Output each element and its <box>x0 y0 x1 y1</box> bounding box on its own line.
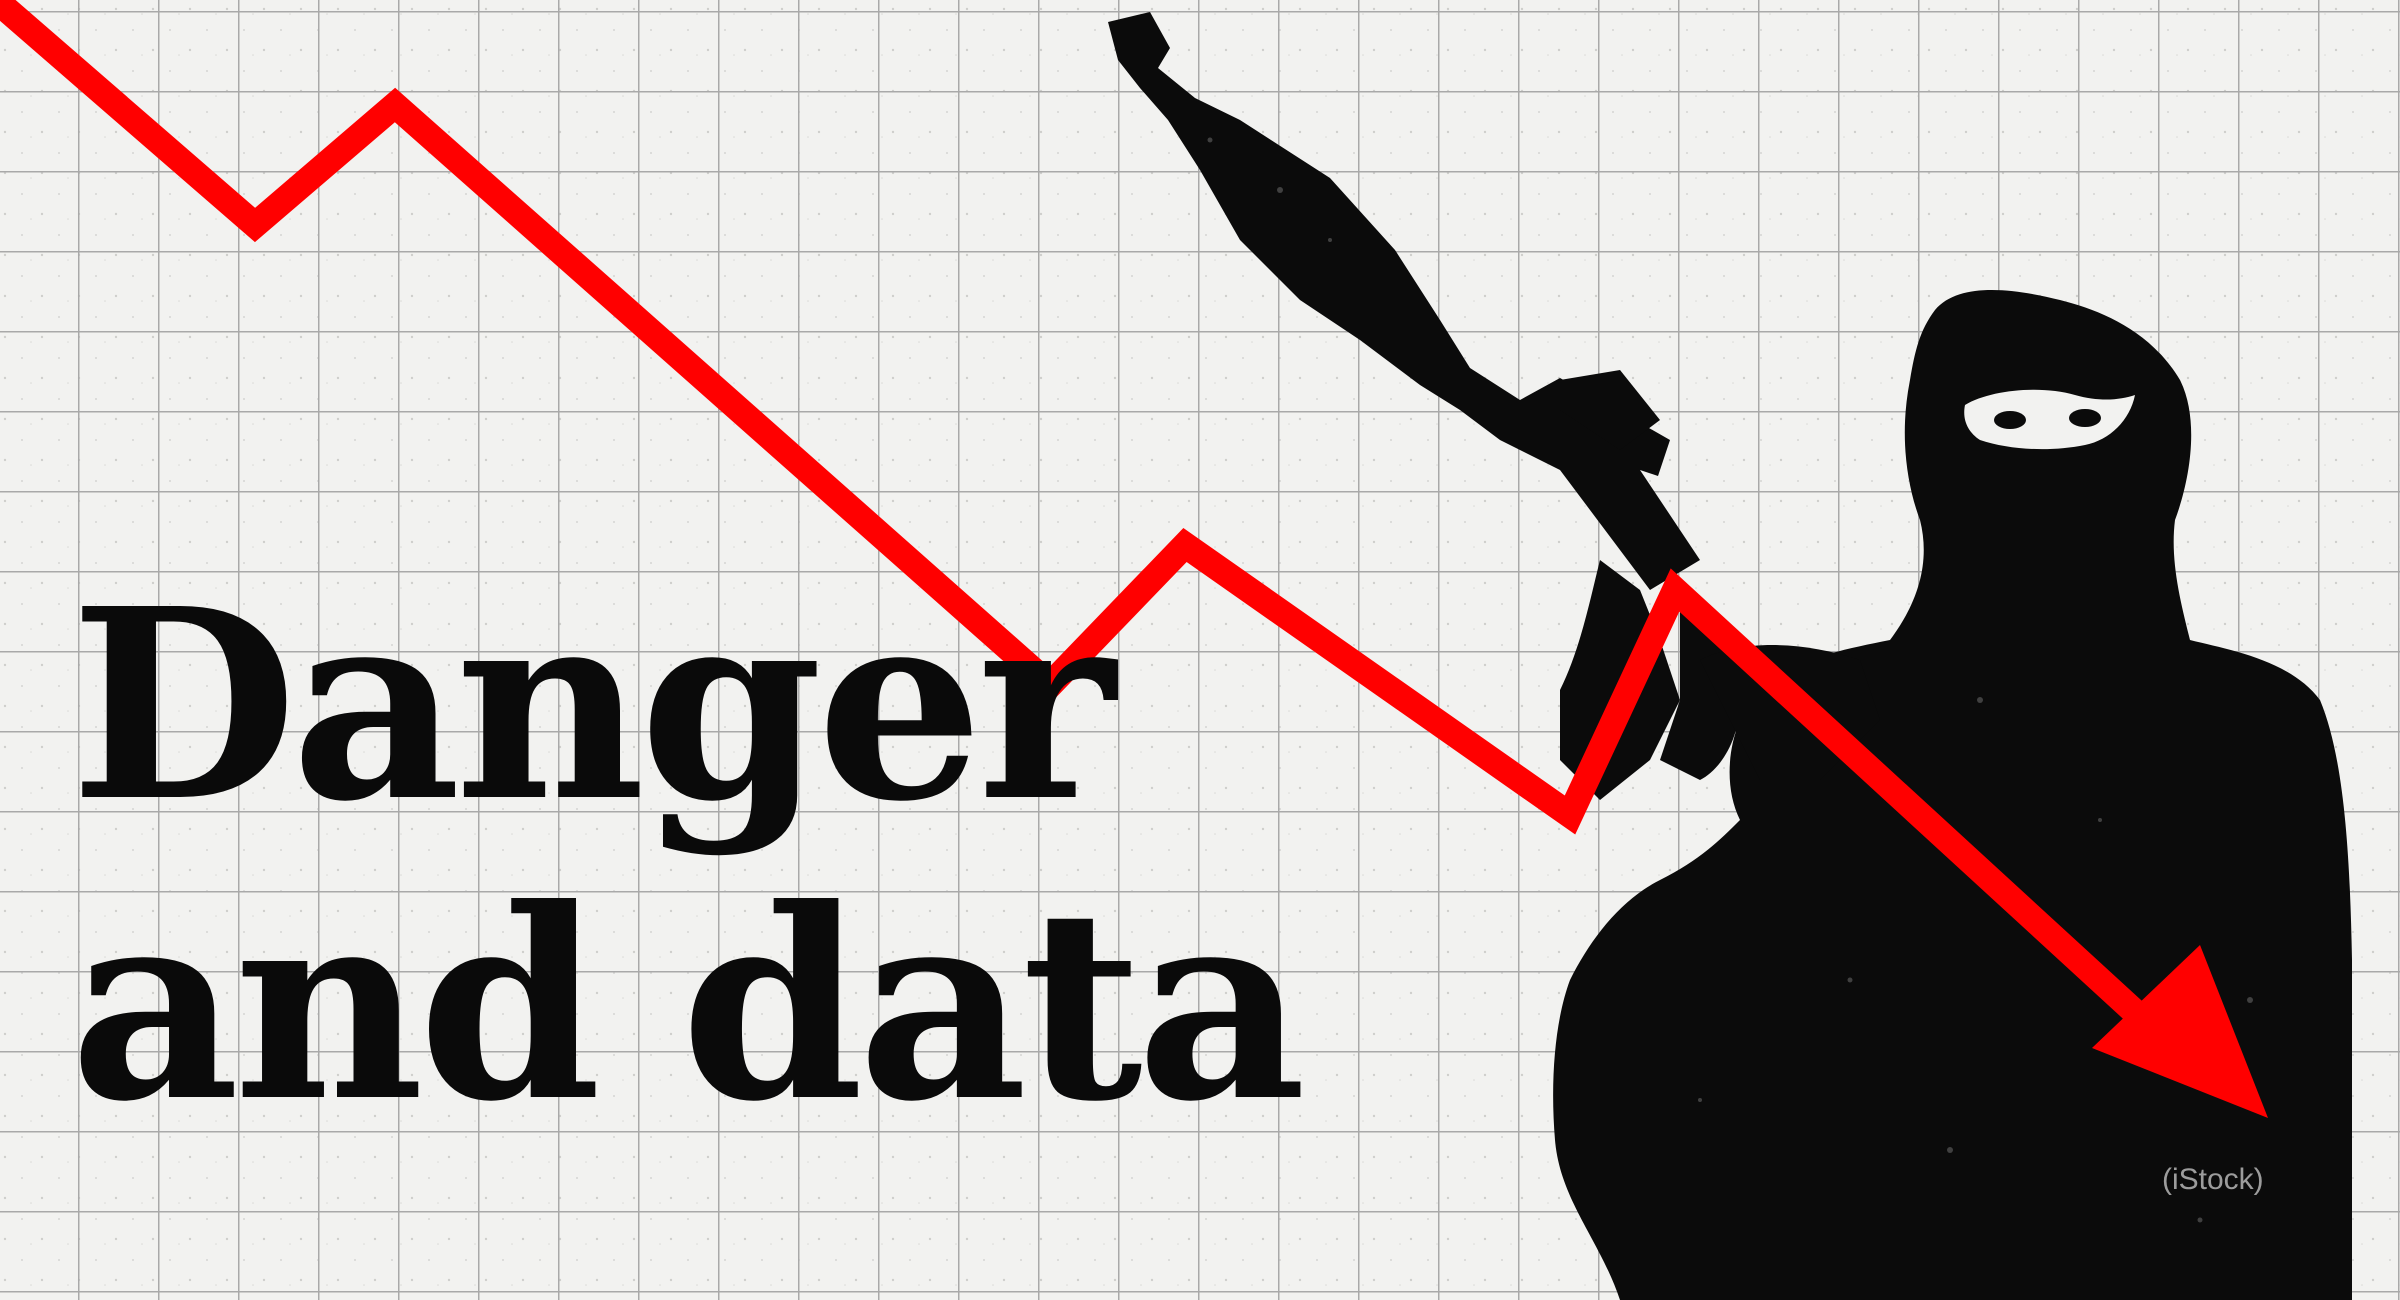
headline-line-2: and data <box>70 851 1306 1159</box>
downward-trend-arrow-icon <box>0 0 2268 1118</box>
headline-line-1: Danger <box>70 551 1115 859</box>
photo-credit: (iStock) <box>2162 1163 2264 1196</box>
rocket-launcher-icon <box>1108 12 1700 590</box>
headline: Danger and data <box>70 551 1306 1159</box>
